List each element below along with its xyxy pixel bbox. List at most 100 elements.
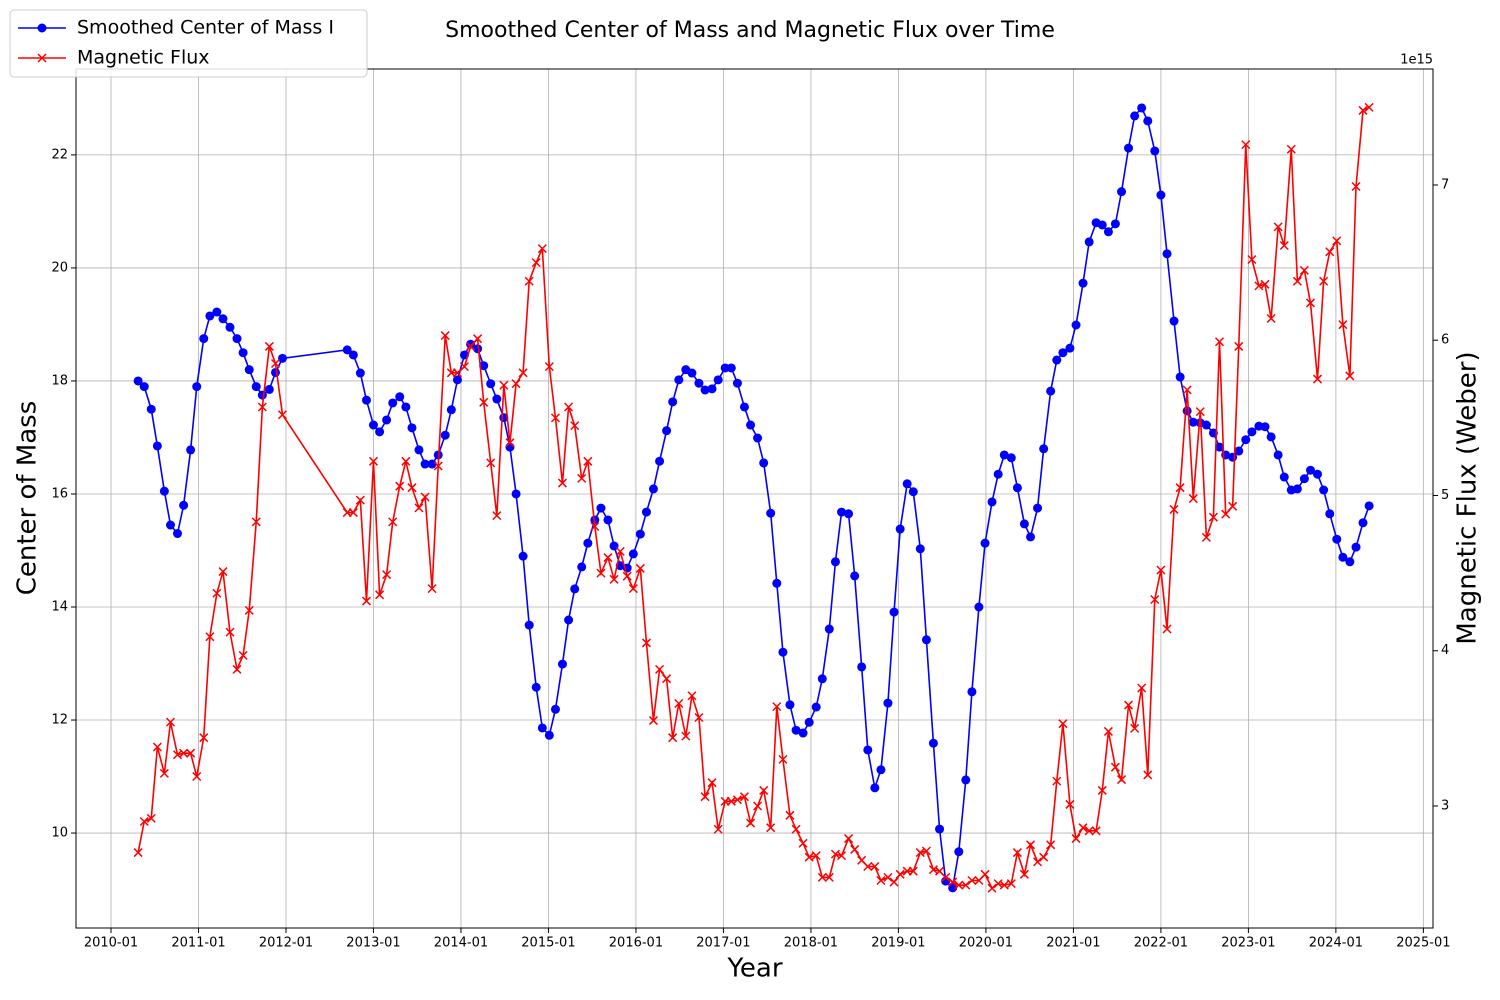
marker-dot [212, 307, 222, 317]
chart-title: Smoothed Center of Mass and Magnetic Flu… [445, 18, 1055, 43]
marker-x [655, 664, 665, 674]
marker-dot [1325, 509, 1335, 519]
marker-dot [1364, 501, 1374, 511]
marker-x [1097, 785, 1107, 795]
marker-dot [277, 353, 287, 363]
marker-x [139, 816, 149, 827]
marker-x [1221, 509, 1231, 519]
marker-x [1351, 181, 1361, 192]
marker-x [687, 691, 697, 701]
marker-dot [1046, 386, 1056, 396]
marker-dot [1273, 450, 1283, 460]
marker-dot [817, 674, 827, 684]
marker-dot [987, 497, 997, 507]
x-tick-label: 2021-01 [1046, 936, 1100, 951]
marker-dot [993, 469, 1003, 479]
marker-dot [368, 420, 378, 430]
grid [76, 69, 1433, 928]
marker-dot [1162, 249, 1172, 259]
marker-x [277, 410, 288, 420]
marker-x [941, 872, 951, 882]
marker-dot [146, 404, 156, 414]
marker-x [159, 768, 169, 778]
marker-x [1201, 532, 1211, 542]
marker-x [791, 824, 801, 834]
marker-x [570, 421, 580, 431]
marker-dot [759, 458, 769, 468]
marker-x [165, 717, 176, 727]
marker-dot [375, 427, 385, 437]
marker-dot [850, 571, 860, 581]
marker-x [238, 650, 248, 660]
marker-dot [674, 375, 684, 385]
marker-dot [889, 607, 899, 617]
marker-x [837, 851, 847, 861]
marker-dot [159, 486, 169, 496]
marker-dot [713, 375, 723, 385]
marker-dot [505, 442, 515, 452]
marker-x [407, 483, 417, 493]
marker-dot [440, 430, 450, 440]
marker-dot [1306, 465, 1316, 475]
marker-x [1228, 501, 1238, 511]
marker-dot [1137, 103, 1147, 113]
marker-dot [133, 376, 143, 386]
marker-dot [1313, 469, 1323, 479]
marker-dot [1150, 146, 1160, 156]
marker-x [811, 851, 821, 861]
marker-x [1078, 823, 1088, 833]
y-axis-label: Center of Mass [13, 401, 43, 596]
marker-dot [1156, 190, 1166, 200]
x-tick-label: 2020-01 [959, 936, 1013, 951]
marker-dot [857, 662, 867, 672]
marker-x [1292, 276, 1302, 286]
marker-dot [264, 384, 274, 394]
marker-dot [863, 745, 873, 755]
marker-dot [1292, 484, 1302, 494]
marker-dot [179, 500, 189, 510]
marker-dot [928, 738, 938, 748]
marker-x [433, 461, 443, 471]
marker-x [550, 413, 560, 423]
marker-dot [1012, 483, 1022, 493]
x-tick-label: 2024-01 [1309, 936, 1363, 951]
marker-dot [531, 682, 541, 692]
marker-dot [232, 334, 242, 344]
y2-axis-label: Magnetic Flux (Weber) [1453, 351, 1483, 644]
marker-x [414, 503, 424, 513]
y2-offset-label: 1e15 [1400, 53, 1433, 68]
marker-x [609, 574, 619, 584]
marker-dot [1351, 542, 1361, 552]
marker-x [440, 331, 450, 341]
marker-x [361, 596, 372, 606]
marker-x [459, 362, 469, 372]
marker-x [1364, 102, 1374, 112]
marker-dot [199, 334, 209, 344]
marker-dot [564, 615, 574, 625]
x-tick-label: 2017-01 [696, 936, 750, 951]
marker-dot [172, 529, 182, 539]
marker-x [564, 402, 574, 412]
marker-dot [152, 441, 162, 451]
marker-dot [218, 314, 228, 324]
marker-dot [1130, 111, 1140, 121]
marker-dot [772, 578, 782, 588]
marker-x [1058, 719, 1068, 729]
marker-dot [974, 602, 984, 612]
marker-dot [1124, 143, 1134, 153]
marker-x [1091, 826, 1101, 836]
x-tick-label: 2019-01 [871, 936, 925, 951]
marker-x [1006, 879, 1016, 889]
marker-x [1150, 594, 1160, 605]
marker-x [427, 584, 437, 594]
marker-x [635, 563, 645, 573]
marker-x [1110, 762, 1120, 772]
marker-x [479, 397, 489, 407]
marker-x [1305, 298, 1316, 308]
marker-x [1319, 276, 1329, 286]
marker-dot [492, 394, 502, 404]
marker-x [954, 880, 964, 890]
marker-x [1299, 265, 1309, 275]
marker-dot [524, 620, 534, 630]
marker-x [1156, 565, 1166, 575]
